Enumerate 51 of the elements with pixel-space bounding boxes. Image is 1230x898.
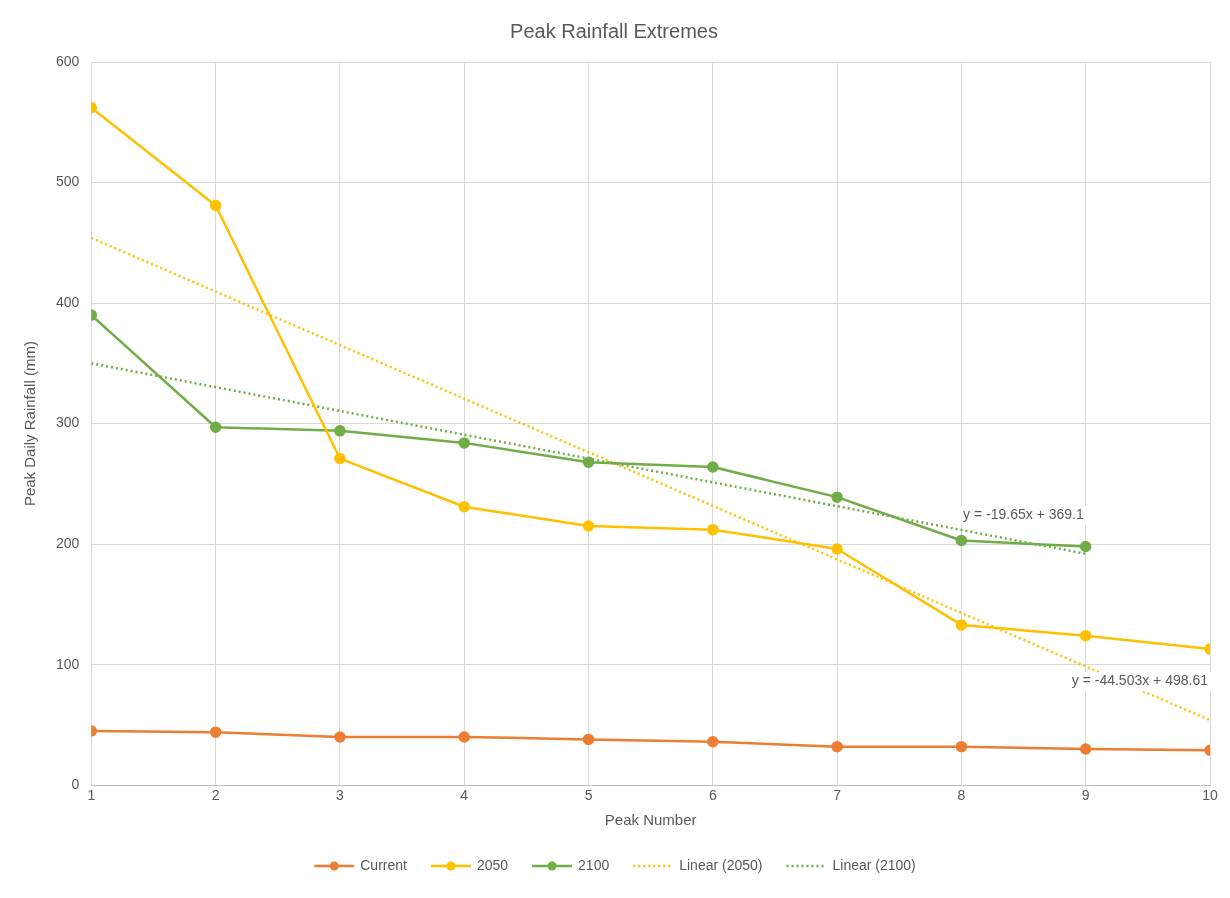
x-axis-title: Peak Number <box>604 811 697 829</box>
point <box>458 437 470 449</box>
annotation: y = -44.503x + 498.61 <box>1071 671 1209 688</box>
point <box>1079 540 1092 553</box>
point <box>582 520 595 532</box>
y-tick-label: 200 <box>56 534 80 551</box>
y-tick-label: 100 <box>56 655 80 672</box>
point <box>582 456 595 468</box>
point <box>458 731 470 743</box>
x-tick-label: 6 <box>708 787 717 804</box>
point <box>707 461 719 473</box>
legend-label: Linear (2100) <box>832 856 916 873</box>
point <box>955 740 968 753</box>
x-tick-label: 7 <box>833 787 842 804</box>
point <box>209 199 222 212</box>
x-tick-label: 1 <box>87 787 96 804</box>
chart-title: Peak Rainfall Extremes <box>510 19 718 42</box>
x-tick-label: 3 <box>336 787 345 804</box>
point <box>1079 629 1092 642</box>
legend-label: Linear (2050) <box>679 856 763 873</box>
legend-label: 2100 <box>578 856 610 873</box>
point <box>458 501 470 513</box>
point <box>334 731 346 743</box>
x-tick-label: 2 <box>211 787 220 804</box>
y-tick-label: 500 <box>56 173 80 190</box>
x-tick-label: 5 <box>584 787 593 804</box>
point <box>1079 743 1092 755</box>
x-tick-label: 8 <box>957 787 966 804</box>
y-tick-label: 400 <box>56 293 80 310</box>
point <box>831 740 843 753</box>
point <box>209 726 222 738</box>
legend-label: Current <box>360 856 408 873</box>
x-tick-label: 10 <box>1202 787 1218 804</box>
point <box>955 534 968 547</box>
point <box>334 452 346 465</box>
point <box>334 425 346 437</box>
y-tick-label: 0 <box>71 776 80 793</box>
annotation: y = -19.65x + 369.1 <box>963 505 1084 522</box>
y-tick-label: 600 <box>56 52 80 69</box>
x-tick-label: 9 <box>1081 787 1090 804</box>
point <box>831 543 843 555</box>
point <box>209 421 222 433</box>
point <box>831 491 843 503</box>
y-tick-label: 300 <box>56 414 80 431</box>
y-axis-title: Peak Daily Rainfall (mm) <box>21 341 39 507</box>
legend-label: 2050 <box>476 856 509 873</box>
point <box>707 523 719 536</box>
point <box>707 736 719 748</box>
x-tick-label: 4 <box>460 787 469 804</box>
point <box>955 619 968 631</box>
point <box>582 733 595 746</box>
